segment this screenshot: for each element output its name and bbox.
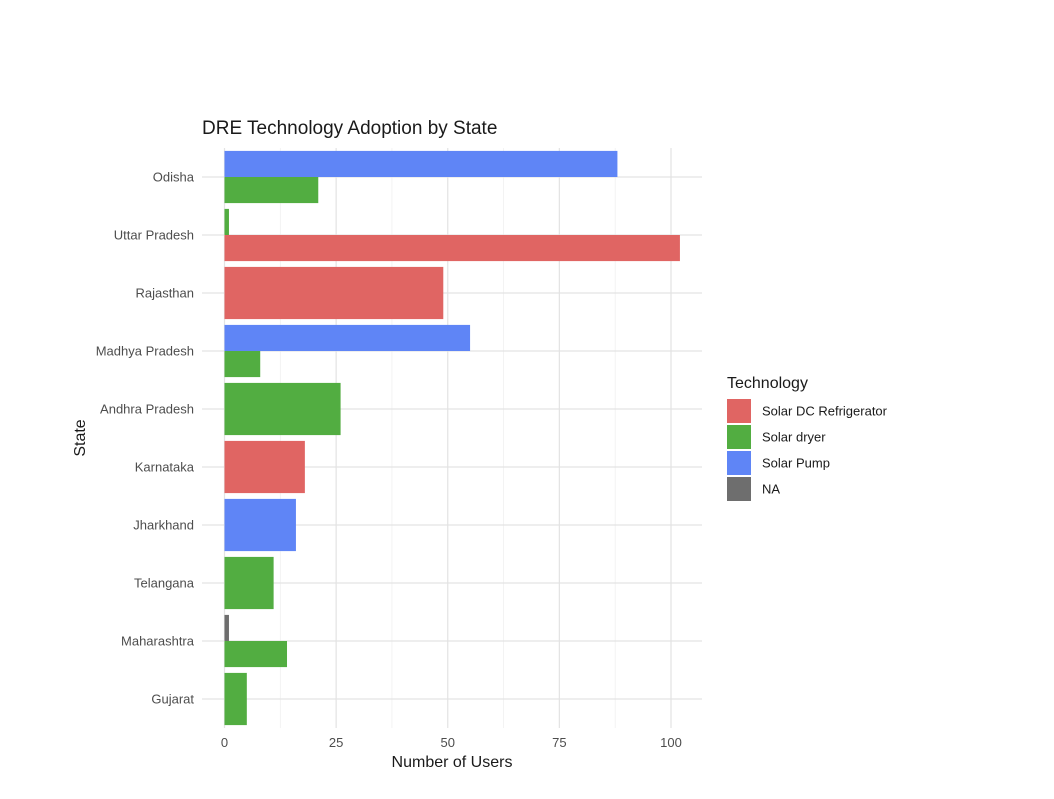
y-category-label: Rajasthan: [135, 286, 194, 301]
bar: [224, 150, 618, 177]
bar: [224, 177, 319, 204]
y-category-label: Madhya Pradesh: [96, 344, 194, 359]
x-tick-label: 50: [441, 735, 455, 750]
x-tick-label: 100: [660, 735, 682, 750]
bar: [224, 208, 229, 235]
bar: [224, 266, 444, 320]
bar: [224, 641, 288, 668]
y-category-label: Uttar Pradesh: [114, 228, 194, 243]
x-axis-title: Number of Users: [392, 754, 513, 771]
x-tick-label: 75: [552, 735, 566, 750]
bar: [224, 440, 305, 494]
legend-swatch: [727, 399, 751, 423]
legend-swatch: [727, 477, 751, 501]
bar: [224, 235, 680, 262]
y-category-label: Maharashtra: [121, 634, 195, 649]
bar-layer: [224, 150, 680, 726]
y-category-label: Gujarat: [151, 692, 194, 707]
x-tick-label: 0: [221, 735, 228, 750]
legend-title: Technology: [727, 375, 808, 392]
bar: [224, 556, 274, 610]
bar: [224, 614, 229, 641]
y-category-label: Jharkhand: [133, 518, 194, 533]
legend-label: NA: [762, 482, 780, 497]
y-category-label: Karnataka: [135, 460, 195, 475]
chart-title: DRE Technology Adoption by State: [202, 118, 497, 139]
legend-label: Solar dryer: [762, 430, 826, 445]
y-category-label: Telangana: [134, 576, 195, 591]
label-layer: 0 25 50 75 100 Odisha Uttar Pradesh Rajasthan Ma…: [96, 170, 682, 751]
legend-label: Solar DC Refrigerator: [762, 404, 888, 419]
legend-swatch: [727, 425, 751, 449]
legend: Technology Solar DC Refrigerator Solar dr…: [727, 375, 888, 501]
bar: [224, 324, 471, 351]
y-axis-title: State: [72, 419, 89, 456]
bar: [224, 382, 341, 436]
bar: [224, 498, 296, 552]
bar: [224, 351, 261, 378]
y-category-label: Andhra Pradesh: [100, 402, 194, 417]
y-category-label: Odisha: [153, 170, 195, 185]
bar: [224, 672, 247, 726]
legend-label: Solar Pump: [762, 456, 830, 471]
x-tick-label: 25: [329, 735, 343, 750]
legend-swatch: [727, 451, 751, 475]
